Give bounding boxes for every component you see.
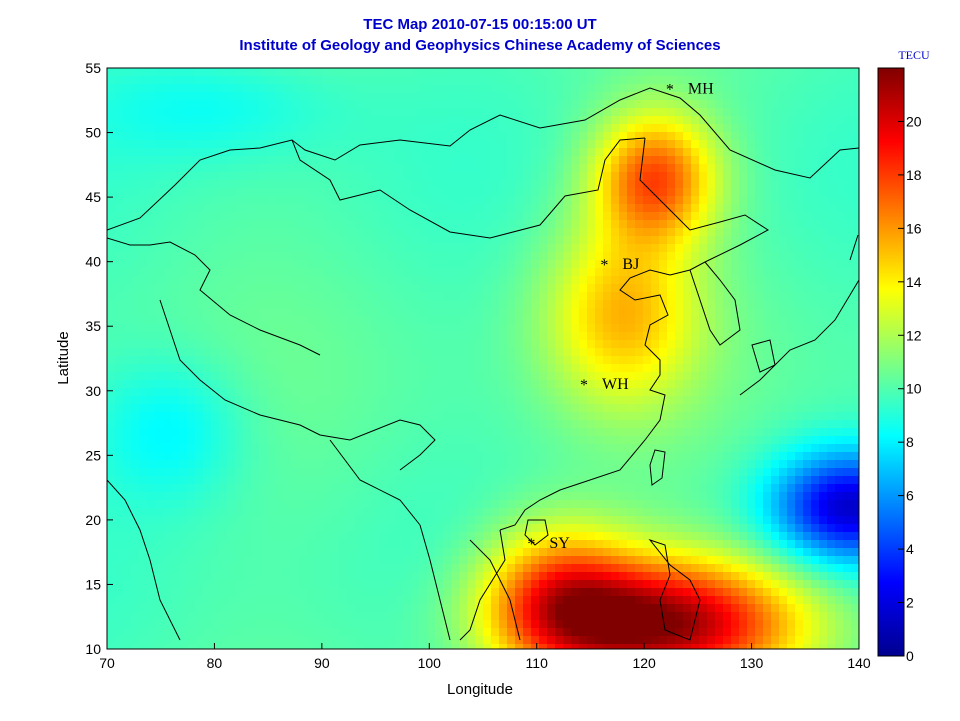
x-tick-label: 110 — [526, 655, 549, 671]
plot-frame — [106, 67, 860, 650]
coast-india — [107, 439, 421, 641]
x-axis-label: Longitude — [447, 681, 513, 698]
border-mongolia — [291, 137, 646, 239]
colorbar-tick-label: 6 — [906, 488, 914, 504]
station-bj: * BJ — [600, 256, 639, 274]
x-tick-label: 70 — [99, 655, 115, 671]
country-boundaries — [107, 87, 859, 641]
colorbar — [877, 67, 905, 657]
colorbar-tick-label: 20 — [906, 113, 922, 129]
x-tick-label: 140 — [847, 655, 871, 671]
colorbar-tick-label: 8 — [906, 434, 914, 450]
colorbar-tick-label: 2 — [906, 595, 914, 611]
x-tick-label: 80 — [207, 655, 223, 671]
tec-heatmap — [107, 68, 859, 649]
colorbar-tick-label: 4 — [906, 541, 914, 557]
station-markers: * MH * BJ * WH * SY — [527, 80, 714, 552]
station-sy: * SY — [527, 535, 570, 553]
y-tick-label: 45 — [85, 189, 101, 205]
border-west — [107, 237, 321, 356]
y-tick-label: 40 — [85, 254, 101, 270]
colorbar-tick-label: 16 — [906, 220, 922, 236]
border-north — [107, 87, 859, 231]
map-subtitle: Institute of Geology and Geophysics Chin… — [239, 37, 721, 54]
map-title: TEC Map 2010-07-15 00:15:00 UT — [363, 16, 597, 33]
x-tick-label: 120 — [632, 655, 656, 671]
x-tick-label: 90 — [314, 655, 330, 671]
coast-korea — [689, 261, 741, 346]
y-tick-label: 20 — [85, 512, 101, 528]
station-asterisk: * — [527, 536, 535, 553]
y-tick-label: 10 — [85, 641, 101, 657]
colorbar-ticks: 0 2 4 6 8 10 12 14 16 18 20 — [898, 113, 922, 664]
coast-japan — [739, 234, 859, 396]
border-india — [159, 299, 436, 471]
station-asterisk: * — [600, 257, 608, 274]
y-axis-label: Latitude — [55, 331, 72, 384]
x-tick-label: 100 — [418, 655, 442, 671]
colorbar-tick-label: 10 — [906, 381, 922, 397]
x-ticks: 70 80 90 100 110 120 130 140 — [99, 643, 871, 671]
y-tick-label: 25 — [85, 447, 101, 463]
station-mh: * MH — [666, 80, 714, 98]
y-tick-label: 35 — [85, 318, 101, 334]
x-tick-label: 130 — [740, 655, 764, 671]
islands-philippines — [648, 538, 701, 641]
station-label: BJ — [622, 256, 639, 273]
station-wh: * WH — [580, 376, 629, 394]
colorbar-tick-label: 14 — [906, 274, 922, 290]
island-hainan — [524, 519, 549, 546]
colorbar-tick-label: 18 — [906, 167, 922, 183]
colorbar-tick-label: 12 — [906, 327, 922, 343]
station-label: SY — [549, 535, 570, 552]
colorbar-tick-label: 0 — [906, 648, 914, 664]
station-label: WH — [602, 376, 629, 393]
y-tick-label: 55 — [85, 60, 101, 76]
station-asterisk: * — [666, 81, 674, 98]
border-northeast — [639, 137, 769, 276]
coast-seasia — [419, 524, 521, 641]
station-asterisk: * — [580, 377, 588, 394]
station-label: MH — [688, 80, 714, 97]
y-tick-label: 15 — [85, 576, 101, 592]
colorbar-unit-label: TECU — [898, 48, 930, 62]
island-taiwan — [649, 449, 666, 486]
y-ticks: 10 15 20 25 30 35 40 45 50 55 — [85, 60, 113, 657]
y-tick-label: 50 — [85, 125, 101, 141]
y-tick-label: 30 — [85, 383, 101, 399]
coast-china — [499, 269, 671, 531]
